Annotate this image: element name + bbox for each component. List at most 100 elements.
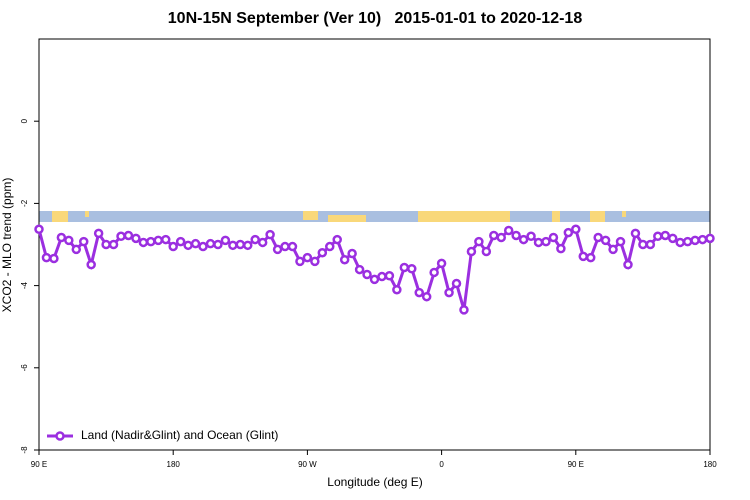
- legend-entry: Land (Nadir&Glint) and Ocean (Glint): [47, 428, 278, 442]
- data-point: [198, 241, 208, 252]
- data-point: [377, 271, 387, 282]
- map-strip: [39, 211, 710, 222]
- data-point: [705, 233, 715, 244]
- data-point: [34, 224, 44, 235]
- ocean: [39, 211, 710, 222]
- land: [418, 211, 510, 222]
- data-point: [653, 231, 663, 242]
- x-tick-label: 180: [167, 460, 181, 469]
- data-point: [571, 224, 581, 235]
- y-tick-label: -8: [20, 446, 29, 454]
- y-tick-label: -6: [20, 364, 29, 372]
- data-point: [183, 240, 193, 251]
- legend-label: Land (Nadir&Glint) and Ocean (Glint): [81, 428, 278, 442]
- data-point: [339, 254, 350, 265]
- data-point: [302, 252, 313, 263]
- data-point: [459, 305, 469, 315]
- data-point: [697, 234, 708, 245]
- chart-title: 10N-15N September (Ver 10) 2015-01-01 to…: [168, 10, 583, 27]
- data-point: [108, 239, 119, 250]
- data-point: [511, 230, 521, 241]
- data-point: [690, 235, 700, 246]
- data-point: [593, 232, 603, 243]
- x-tick-label: 90 E: [568, 460, 584, 469]
- data-point: [243, 240, 253, 251]
- data-point: [250, 234, 260, 245]
- data-point: [257, 237, 268, 248]
- data-point: [429, 267, 439, 278]
- data-point: [474, 236, 484, 247]
- data-point: [392, 284, 402, 295]
- data-point: [578, 251, 589, 262]
- data-point: [407, 263, 417, 274]
- y-tick-label: -4: [20, 281, 29, 289]
- data-point: [287, 241, 298, 252]
- data-point: [466, 246, 477, 257]
- data-point: [414, 287, 424, 298]
- data-point: [630, 228, 641, 239]
- data-point: [541, 236, 551, 247]
- land: [328, 215, 366, 222]
- data-point: [384, 270, 395, 281]
- data-point: [235, 239, 246, 250]
- x-axis-label: Longitude (deg E): [327, 475, 422, 489]
- data-point: [317, 247, 328, 258]
- data-point: [518, 234, 529, 245]
- data-point: [205, 238, 216, 249]
- data-point: [660, 230, 671, 241]
- legend-marker: [55, 431, 65, 441]
- data-point: [563, 227, 574, 238]
- data-point: [489, 230, 499, 241]
- x-tick-label: 180: [703, 460, 717, 469]
- data-point: [399, 262, 410, 273]
- land: [622, 211, 626, 217]
- data-point: [93, 228, 104, 239]
- data-point: [71, 244, 82, 255]
- plot-frame: [38, 38, 711, 451]
- data-point: [325, 241, 335, 252]
- data-point: [347, 248, 357, 259]
- land: [303, 211, 318, 220]
- data-point: [153, 235, 164, 246]
- data-point: [526, 231, 536, 242]
- data-point: [168, 241, 178, 252]
- data-point: [556, 243, 566, 254]
- data-point: [123, 230, 134, 241]
- data-point: [608, 244, 618, 255]
- data-point: [645, 239, 656, 250]
- data-point: [280, 241, 290, 252]
- data-point: [49, 253, 59, 264]
- y-tick-label: -2: [20, 199, 29, 207]
- land: [52, 211, 68, 222]
- data-point: [421, 291, 432, 302]
- data-point: [682, 236, 693, 247]
- data-point: [64, 235, 74, 246]
- x-tick-label: 0: [439, 460, 444, 469]
- data-point: [220, 235, 231, 246]
- data-point: [78, 236, 89, 247]
- x-tick-label: 90 E: [31, 460, 47, 469]
- data-point: [436, 258, 447, 269]
- data-point: [362, 269, 372, 280]
- data-point: [623, 259, 633, 270]
- data-point: [138, 237, 149, 248]
- x-tick-label: 90 W: [298, 460, 317, 469]
- data-point: [481, 246, 492, 257]
- data-point: [116, 231, 126, 242]
- data-point: [675, 237, 685, 248]
- data-point: [86, 259, 96, 270]
- land: [552, 211, 560, 222]
- data-point: [600, 235, 611, 246]
- data-point: [354, 264, 365, 275]
- land: [85, 211, 89, 217]
- data-point: [369, 274, 380, 285]
- data-point: [101, 239, 111, 250]
- data-point: [56, 232, 67, 243]
- y-tick-label: 0: [20, 118, 29, 123]
- data-point: [638, 239, 648, 250]
- data-point: [272, 244, 283, 255]
- data-point: [496, 232, 506, 243]
- data-point: [451, 278, 462, 289]
